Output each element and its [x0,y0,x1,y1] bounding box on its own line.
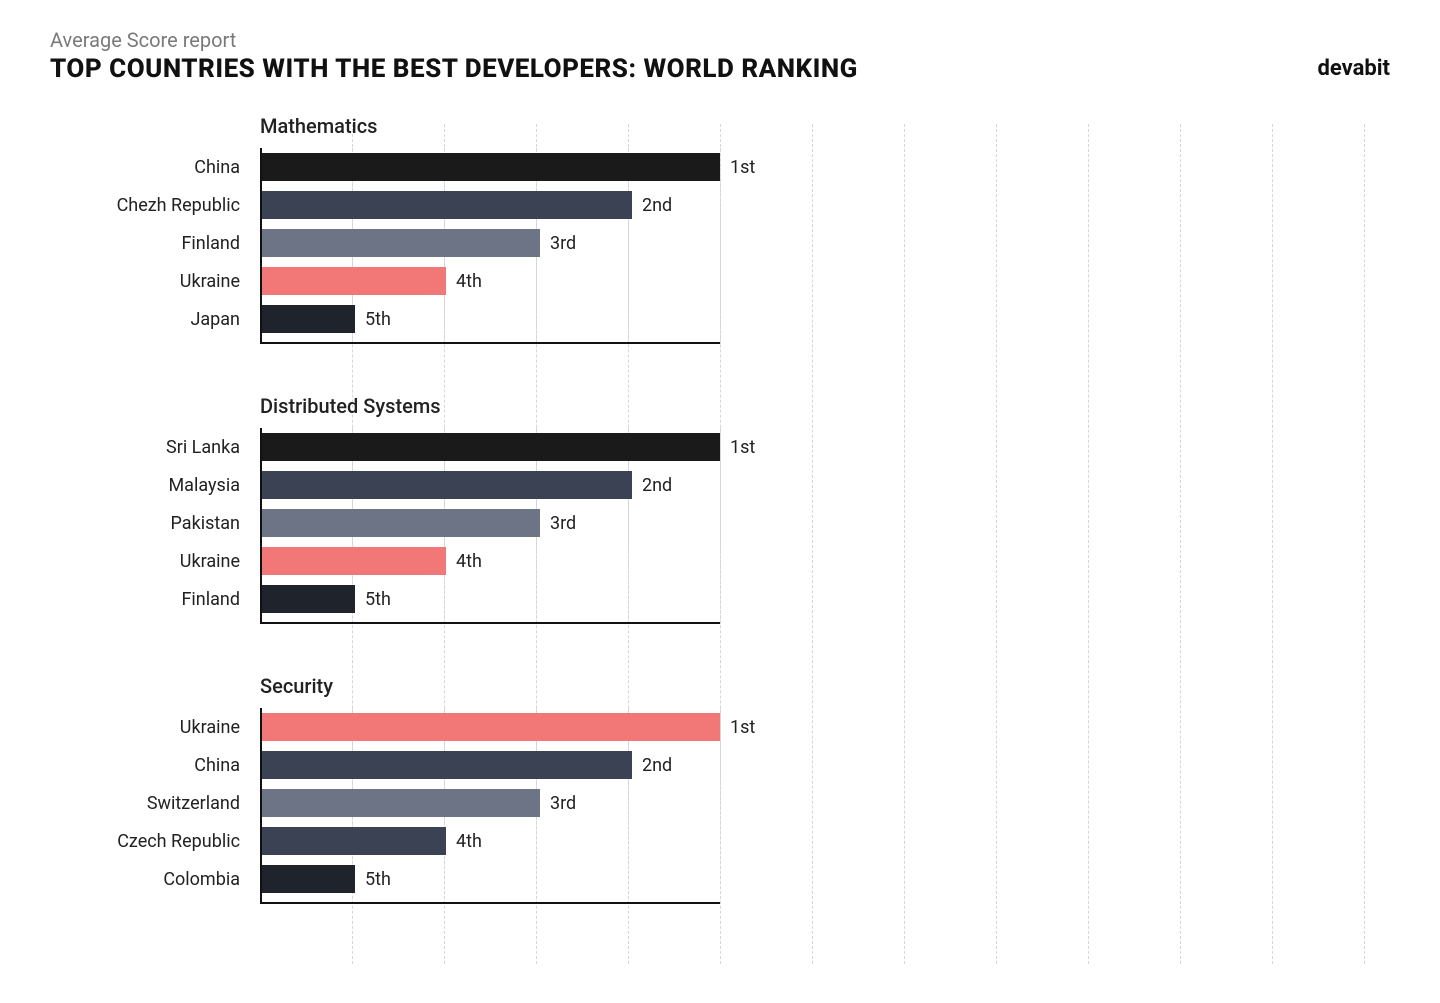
rank-label: 1st [730,157,755,178]
chart-row: Japan5th [260,300,1390,338]
chart-plot: China1stChezh Republic2ndFinland3rdUkrai… [260,148,1390,344]
chart-block: MathematicsChina1stChezh Republic2ndFinl… [50,114,1390,344]
rank-label: 5th [365,589,391,610]
rank-label: 3rd [550,793,576,814]
rank-label: 4th [456,831,482,852]
chart-row: Chezh Republic2nd [260,186,1390,224]
header: Average Score report TOP COUNTRIES WITH … [0,0,1440,84]
country-label: Pakistan [50,513,250,534]
country-label: Malaysia [50,475,250,496]
bar [260,153,720,181]
country-label: Ukraine [50,717,250,738]
chart-row: Ukraine1st [260,708,1390,746]
chart-row: Czech Republic4th [260,822,1390,860]
rank-label: 5th [365,309,391,330]
chart-title: Security [260,674,1390,698]
rank-label: 5th [365,869,391,890]
rank-label: 1st [730,437,755,458]
rank-label: 2nd [642,475,672,496]
bar [260,585,355,613]
country-label: Chezh Republic [50,195,250,216]
rank-label: 2nd [642,195,672,216]
brand-logo-text: devabit [1317,56,1390,81]
chart-row: Ukraine4th [260,542,1390,580]
page-title: TOP COUNTRIES WITH THE BEST DEVELOPERS: … [50,54,858,84]
chart-title: Mathematics [260,114,1390,138]
chart-plot: Sri Lanka1stMalaysia2ndPakistan3rdUkrain… [260,428,1390,624]
country-label: Sri Lanka [50,437,250,458]
bar [260,751,632,779]
rank-label: 2nd [642,755,672,776]
chart-row: Colombia5th [260,860,1390,898]
bar [260,865,355,893]
bar [260,789,540,817]
chart-row: Ukraine4th [260,262,1390,300]
x-axis [260,342,720,344]
country-label: Ukraine [50,271,250,292]
y-axis [260,708,262,904]
chart-row: China2nd [260,746,1390,784]
bar [260,267,446,295]
chart-row: Finland3rd [260,224,1390,262]
bar [260,229,540,257]
chart-title: Distributed Systems [260,394,1390,418]
rank-label: 1st [730,717,755,738]
bar [260,471,632,499]
report-subtitle: Average Score report [50,28,858,52]
y-axis [260,148,262,344]
country-label: China [50,157,250,178]
bar [260,191,632,219]
country-label: Czech Republic [50,831,250,852]
bar [260,713,720,741]
country-label: Ukraine [50,551,250,572]
chart-row: Switzerland3rd [260,784,1390,822]
bar [260,547,446,575]
x-axis [260,622,720,624]
country-label: Japan [50,309,250,330]
bar [260,827,446,855]
rank-label: 4th [456,551,482,572]
rank-label: 3rd [550,513,576,534]
header-left: Average Score report TOP COUNTRIES WITH … [50,28,858,84]
bar [260,509,540,537]
chart-block: Distributed SystemsSri Lanka1stMalaysia2… [50,394,1390,624]
y-axis [260,428,262,624]
country-label: Switzerland [50,793,250,814]
bar [260,305,355,333]
country-label: Colombia [50,869,250,890]
chart-block: SecurityUkraine1stChina2ndSwitzerland3rd… [50,674,1390,904]
rank-label: 4th [456,271,482,292]
rank-label: 3rd [550,233,576,254]
country-label: China [50,755,250,776]
x-axis [260,902,720,904]
country-label: Finland [50,233,250,254]
chart-row: Finland5th [260,580,1390,618]
charts-container: MathematicsChina1stChezh Republic2ndFinl… [0,84,1440,994]
chart-row: Sri Lanka1st [260,428,1390,466]
bar [260,433,720,461]
country-label: Finland [50,589,250,610]
chart-row: Pakistan3rd [260,504,1390,542]
chart-row: Malaysia2nd [260,466,1390,504]
chart-plot: Ukraine1stChina2ndSwitzerland3rdCzech Re… [260,708,1390,904]
chart-row: China1st [260,148,1390,186]
